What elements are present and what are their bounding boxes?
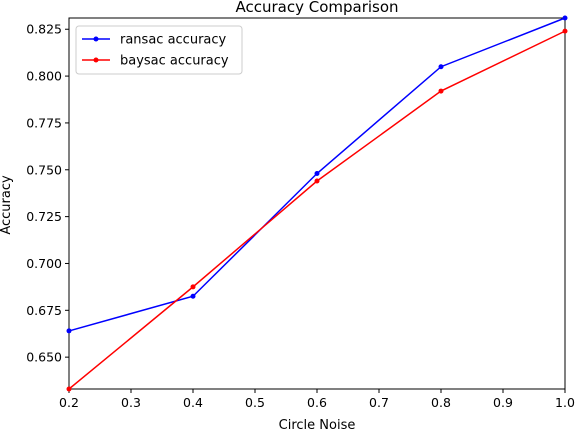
x-tick-label: 0.5 [245, 395, 265, 410]
y-axis-label: Accuracy [0, 175, 14, 235]
x-tick-label: 1.0 [555, 395, 575, 410]
legend-box [75, 25, 243, 75]
x-tick-label: 0.7 [369, 395, 389, 410]
y-tick-label: 0.750 [26, 162, 62, 177]
chart-title: Accuracy Comparison [235, 0, 398, 16]
legend-label-2: baysac accuracy [120, 54, 229, 69]
x-tick-label: 0.2 [59, 395, 79, 410]
series-2-point [190, 284, 196, 290]
series-1-point [314, 171, 320, 177]
legend-label-1: ransac accuracy [120, 33, 227, 48]
x-axis-label: Circle Noise [279, 418, 356, 433]
y-axis-ticks: 0.650 0.675 0.700 0.725 0.750 0.775 0.800 0.825 [26, 22, 69, 365]
series-2-point [314, 178, 320, 184]
series-2-point [438, 88, 444, 94]
x-tick-label: 0.9 [493, 395, 513, 410]
x-tick-label: 0.3 [121, 395, 141, 410]
x-tick-label: 0.6 [307, 395, 327, 410]
series-1-point [66, 328, 72, 334]
legend-marker-1 [93, 36, 99, 42]
legend-marker-2 [93, 57, 99, 63]
series-2-point [562, 28, 568, 34]
x-tick-label: 0.4 [183, 395, 203, 410]
series-1-point [190, 293, 196, 299]
y-tick-label: 0.725 [26, 209, 62, 224]
y-tick-label: 0.650 [26, 350, 62, 365]
y-tick-label: 0.800 [26, 69, 62, 84]
series-2-point [66, 386, 72, 392]
series-layer [66, 15, 568, 392]
series-1-point [438, 64, 444, 70]
x-tick-label: 0.8 [431, 395, 451, 410]
series-1-point [562, 15, 568, 21]
y-tick-label: 0.825 [26, 22, 62, 37]
series-line-2 [68, 30, 566, 390]
x-axis-ticks: 0.2 0.3 0.4 0.5 0.6 0.7 0.8 0.9 1.0 [59, 389, 575, 410]
y-tick-label: 0.775 [26, 115, 62, 130]
y-tick-label: 0.700 [26, 256, 62, 271]
y-tick-label: 0.675 [26, 303, 62, 318]
legend: ransac accuracy baysac accuracy [75, 25, 243, 75]
